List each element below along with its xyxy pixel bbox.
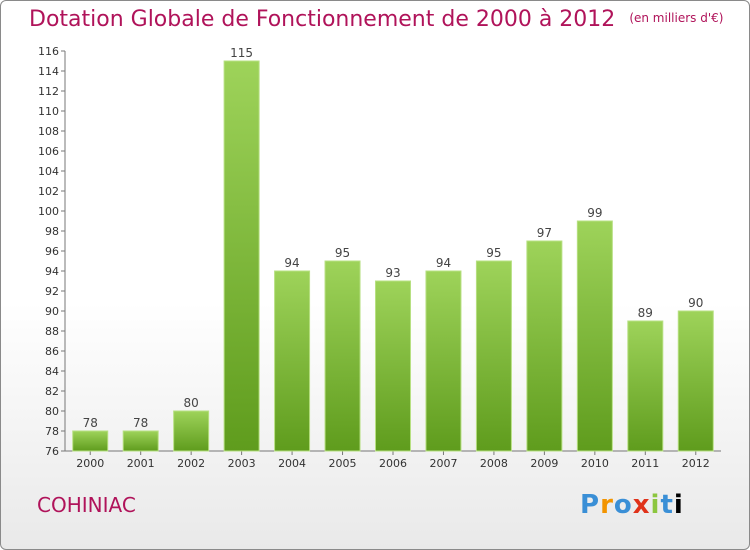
y-tick-label: 76 xyxy=(45,445,59,458)
chart-unit: (en milliers d'€) xyxy=(629,11,724,25)
data-label: 93 xyxy=(385,266,400,280)
x-tick-label: 2007 xyxy=(429,457,457,470)
y-tick-label: 88 xyxy=(45,325,59,338)
bar-2005 xyxy=(324,260,361,452)
y-tick-label: 104 xyxy=(38,165,59,178)
bar-2009 xyxy=(526,240,563,452)
x-tick-label: 2004 xyxy=(278,457,306,470)
y-tick-label: 80 xyxy=(45,405,59,418)
bar-2012 xyxy=(677,310,714,452)
bar-2011 xyxy=(627,320,664,452)
bar-2001 xyxy=(122,430,159,452)
commune-name: COHINIAC xyxy=(37,493,136,517)
x-tick-label: 2001 xyxy=(127,457,155,470)
x-axis: 2000 2001 2002 2003 2004 2005 2006 2007 2008 2009… xyxy=(65,450,721,470)
x-tick-label: 2005 xyxy=(329,457,357,470)
y-tick-label: 110 xyxy=(38,105,59,118)
y-tick-label: 92 xyxy=(45,285,59,298)
x-tick-label: 2011 xyxy=(631,457,659,470)
logo-letter: i xyxy=(650,490,661,520)
x-tick-label: 2008 xyxy=(480,457,508,470)
y-tick-label: 102 xyxy=(38,185,59,198)
data-label: 78 xyxy=(83,416,98,430)
x-tick-label: 2012 xyxy=(682,457,710,470)
data-label: 99 xyxy=(587,206,602,220)
bar-2006 xyxy=(375,280,411,452)
bar-2003 xyxy=(223,60,260,452)
data-label: 94 xyxy=(284,256,299,270)
data-label: 94 xyxy=(436,256,451,270)
data-label: 95 xyxy=(486,246,501,260)
logo-letter: i xyxy=(673,490,684,520)
logo-letter: r xyxy=(600,490,614,520)
x-tick-label: 2006 xyxy=(379,457,407,470)
y-tick-label: 86 xyxy=(45,345,59,358)
bars xyxy=(72,60,714,452)
data-label: 80 xyxy=(184,396,199,410)
chart-title: Dotation Globale de Fonctionnement de 20… xyxy=(29,7,723,32)
data-label: 89 xyxy=(638,306,653,320)
y-tick-label: 108 xyxy=(38,125,59,138)
bar-2002 xyxy=(173,410,210,452)
y-tick-label: 94 xyxy=(45,265,59,278)
y-tick-label: 96 xyxy=(45,245,59,258)
y-tick-label: 98 xyxy=(45,225,59,238)
x-tick-label: 2003 xyxy=(228,457,256,470)
proxiti-logo: Proxiti xyxy=(580,490,684,520)
logo-letter: P xyxy=(580,490,601,520)
logo-letter: t xyxy=(660,490,674,520)
y-tick-label: 116 xyxy=(38,45,59,58)
bar-2010 xyxy=(576,220,613,452)
x-tick-label: 2010 xyxy=(581,457,609,470)
y-tick-label: 90 xyxy=(45,305,59,318)
bar-2000 xyxy=(72,430,109,452)
logo-letter: x xyxy=(632,490,651,520)
data-label: 90 xyxy=(688,296,703,310)
data-label: 95 xyxy=(335,246,350,260)
bar-2004 xyxy=(274,270,311,452)
data-label: 78 xyxy=(133,416,148,430)
bar-2008 xyxy=(475,260,512,452)
bar-2007 xyxy=(425,270,462,452)
logo-letter: o xyxy=(613,490,633,520)
data-labels: 78 78 80 115 94 95 93 94 95 97 99 89 90 xyxy=(83,46,704,430)
y-tick-label: 78 xyxy=(45,425,59,438)
x-tick-label: 2000 xyxy=(76,457,104,470)
y-tick-label: 84 xyxy=(45,365,59,378)
x-tick-label: 2002 xyxy=(177,457,205,470)
y-tick-label: 82 xyxy=(45,385,59,398)
y-tick-label: 106 xyxy=(38,145,59,158)
y-axis: 76 78 80 82 84 86 88 90 92 94 96 98 100 102 104 106 108 1… xyxy=(38,45,66,458)
chart-title-text: Dotation Globale de Fonctionnement de 20… xyxy=(29,7,616,32)
data-label: 115 xyxy=(230,46,253,60)
y-tick-label: 112 xyxy=(38,85,59,98)
y-tick-label: 100 xyxy=(38,205,59,218)
y-tick-label: 114 xyxy=(38,65,59,78)
data-label: 97 xyxy=(537,226,552,240)
x-tick-label: 2009 xyxy=(530,457,558,470)
